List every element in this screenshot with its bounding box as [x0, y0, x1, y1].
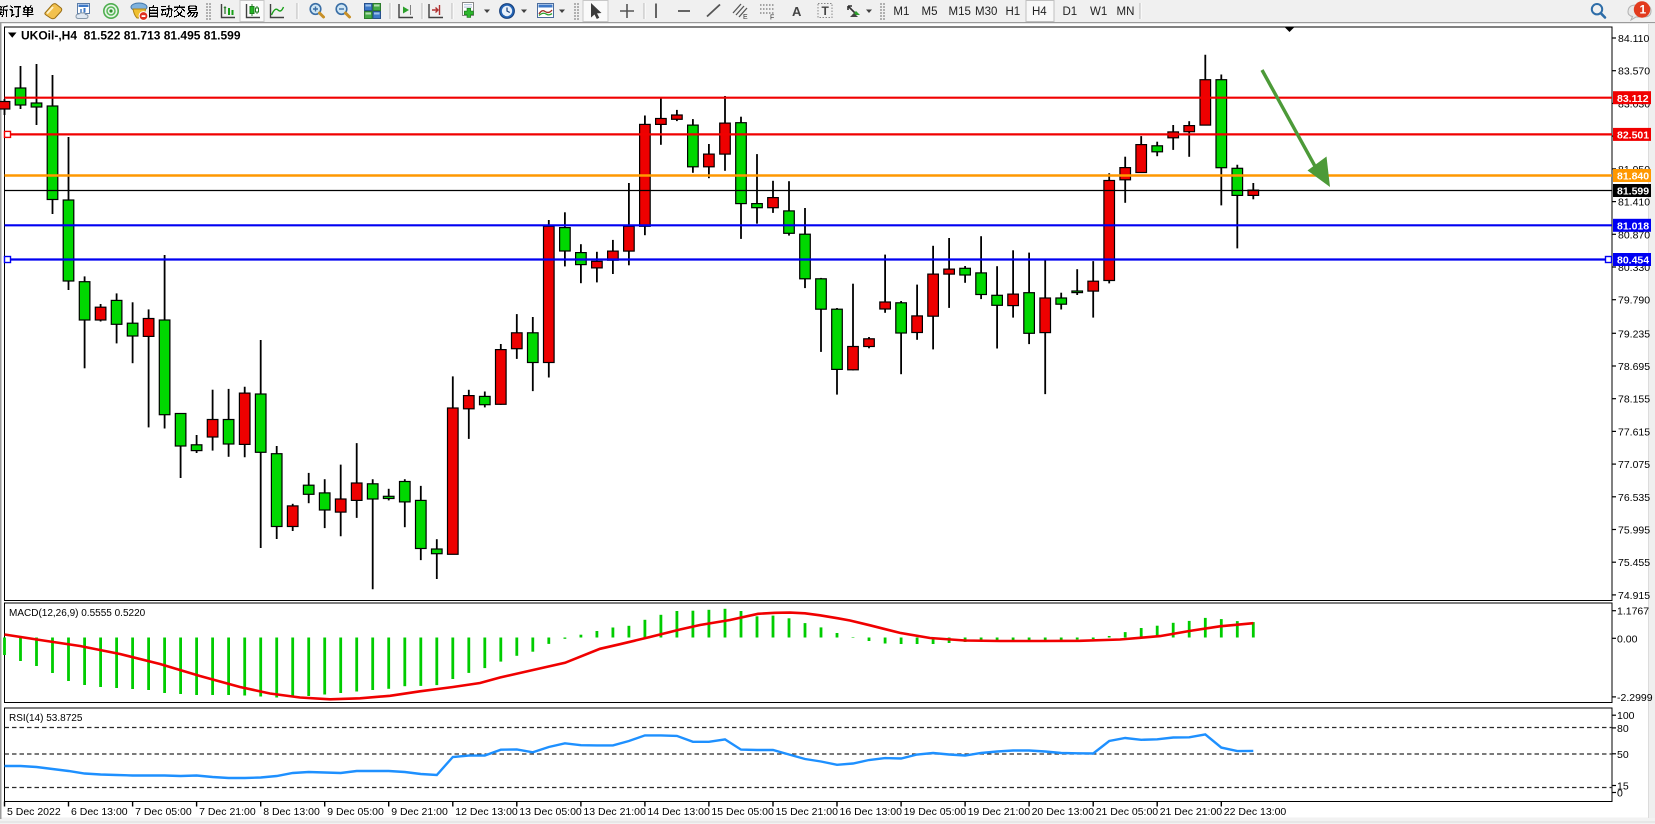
svg-text:M30: M30	[975, 6, 997, 18]
svg-text:20 Dec 13:00: 20 Dec 13:00	[1032, 806, 1095, 818]
svg-text:79.790: 79.790	[1618, 295, 1650, 307]
svg-text:M5: M5	[922, 6, 938, 18]
svg-text:19 Dec 05:00: 19 Dec 05:00	[904, 806, 967, 818]
svg-text:1.1767: 1.1767	[1617, 606, 1649, 618]
svg-text:19 Dec 21:00: 19 Dec 21:00	[968, 806, 1031, 818]
svg-text:80.870: 80.870	[1618, 229, 1650, 241]
svg-text:81.599: 81.599	[1617, 186, 1649, 198]
svg-text:W1: W1	[1090, 6, 1107, 18]
svg-text:12 Dec 13:00: 12 Dec 13:00	[455, 806, 518, 818]
svg-text:84.110: 84.110	[1618, 33, 1649, 45]
svg-text:9 Dec 05:00: 9 Dec 05:00	[327, 806, 384, 818]
svg-text:79.235: 79.235	[1618, 328, 1650, 340]
svg-text:16 Dec 13:00: 16 Dec 13:00	[840, 806, 903, 818]
svg-text:7 Dec 21:00: 7 Dec 21:00	[199, 806, 256, 818]
svg-text:1: 1	[1640, 3, 1647, 17]
svg-text:T: T	[822, 4, 830, 18]
svg-text:80.454: 80.454	[1617, 255, 1649, 267]
svg-text:75.995: 75.995	[1618, 525, 1650, 537]
svg-text:21 Dec 21:00: 21 Dec 21:00	[1160, 806, 1223, 818]
svg-text:81.410: 81.410	[1618, 197, 1650, 209]
svg-text:83.112: 83.112	[1617, 93, 1649, 105]
svg-text:76.535: 76.535	[1618, 492, 1650, 504]
svg-text:14 Dec 13:00: 14 Dec 13:00	[647, 806, 710, 818]
svg-text:21 Dec 05:00: 21 Dec 05:00	[1096, 806, 1159, 818]
svg-text:-2.2999: -2.2999	[1617, 692, 1653, 704]
svg-text:83.570: 83.570	[1618, 66, 1650, 78]
svg-text:15: 15	[1617, 781, 1629, 793]
svg-text:0: 0	[1617, 788, 1623, 800]
svg-text:A: A	[792, 4, 802, 19]
svg-text:77.615: 77.615	[1618, 426, 1650, 438]
svg-text:7 Dec 05:00: 7 Dec 05:00	[135, 806, 192, 818]
svg-text:8 Dec 13:00: 8 Dec 13:00	[263, 806, 320, 818]
svg-text:F: F	[770, 15, 774, 22]
svg-text:77.075: 77.075	[1618, 459, 1650, 471]
svg-text:6 Dec 13:00: 6 Dec 13:00	[71, 806, 128, 818]
svg-text:UKOil-,H4 81.522 81.713 81.49: UKOil-,H4 81.522 81.713 81.495 81.599	[21, 29, 241, 43]
svg-text:75.455: 75.455	[1618, 557, 1650, 569]
svg-text:15 Dec 21:00: 15 Dec 21:00	[776, 806, 839, 818]
svg-text:D1: D1	[1063, 6, 1078, 18]
svg-text:74.915: 74.915	[1618, 590, 1650, 602]
svg-text:22 Dec 13:00: 22 Dec 13:00	[1224, 806, 1287, 818]
svg-text:0.00: 0.00	[1617, 633, 1638, 645]
svg-text:100: 100	[1617, 710, 1635, 722]
svg-text:13 Dec 21:00: 13 Dec 21:00	[583, 806, 646, 818]
svg-text:M15: M15	[949, 6, 971, 18]
svg-text:9 Dec 21:00: 9 Dec 21:00	[391, 806, 448, 818]
svg-text:H4: H4	[1032, 6, 1047, 18]
svg-text:80: 80	[1617, 723, 1629, 735]
svg-text:15 Dec 05:00: 15 Dec 05:00	[711, 806, 774, 818]
svg-text:E: E	[743, 14, 748, 21]
svg-text:78.695: 78.695	[1618, 361, 1650, 373]
svg-text:MACD(12,26,9) 0.5555 0.5220: MACD(12,26,9) 0.5555 0.5220	[9, 608, 146, 619]
svg-text:78.155: 78.155	[1618, 394, 1650, 406]
svg-text:MN: MN	[1117, 6, 1135, 18]
svg-text:82.501: 82.501	[1617, 130, 1649, 142]
svg-text:13 Dec 05:00: 13 Dec 05:00	[519, 806, 582, 818]
svg-text:H1: H1	[1006, 6, 1021, 18]
svg-text:81.840: 81.840	[1617, 171, 1649, 183]
svg-text:RSI(14) 53.8725: RSI(14) 53.8725	[9, 713, 83, 724]
svg-text:81.018: 81.018	[1617, 221, 1649, 233]
svg-text:M1: M1	[893, 6, 909, 18]
svg-text:50: 50	[1617, 749, 1629, 761]
svg-text:5 Dec 2022: 5 Dec 2022	[7, 806, 61, 818]
